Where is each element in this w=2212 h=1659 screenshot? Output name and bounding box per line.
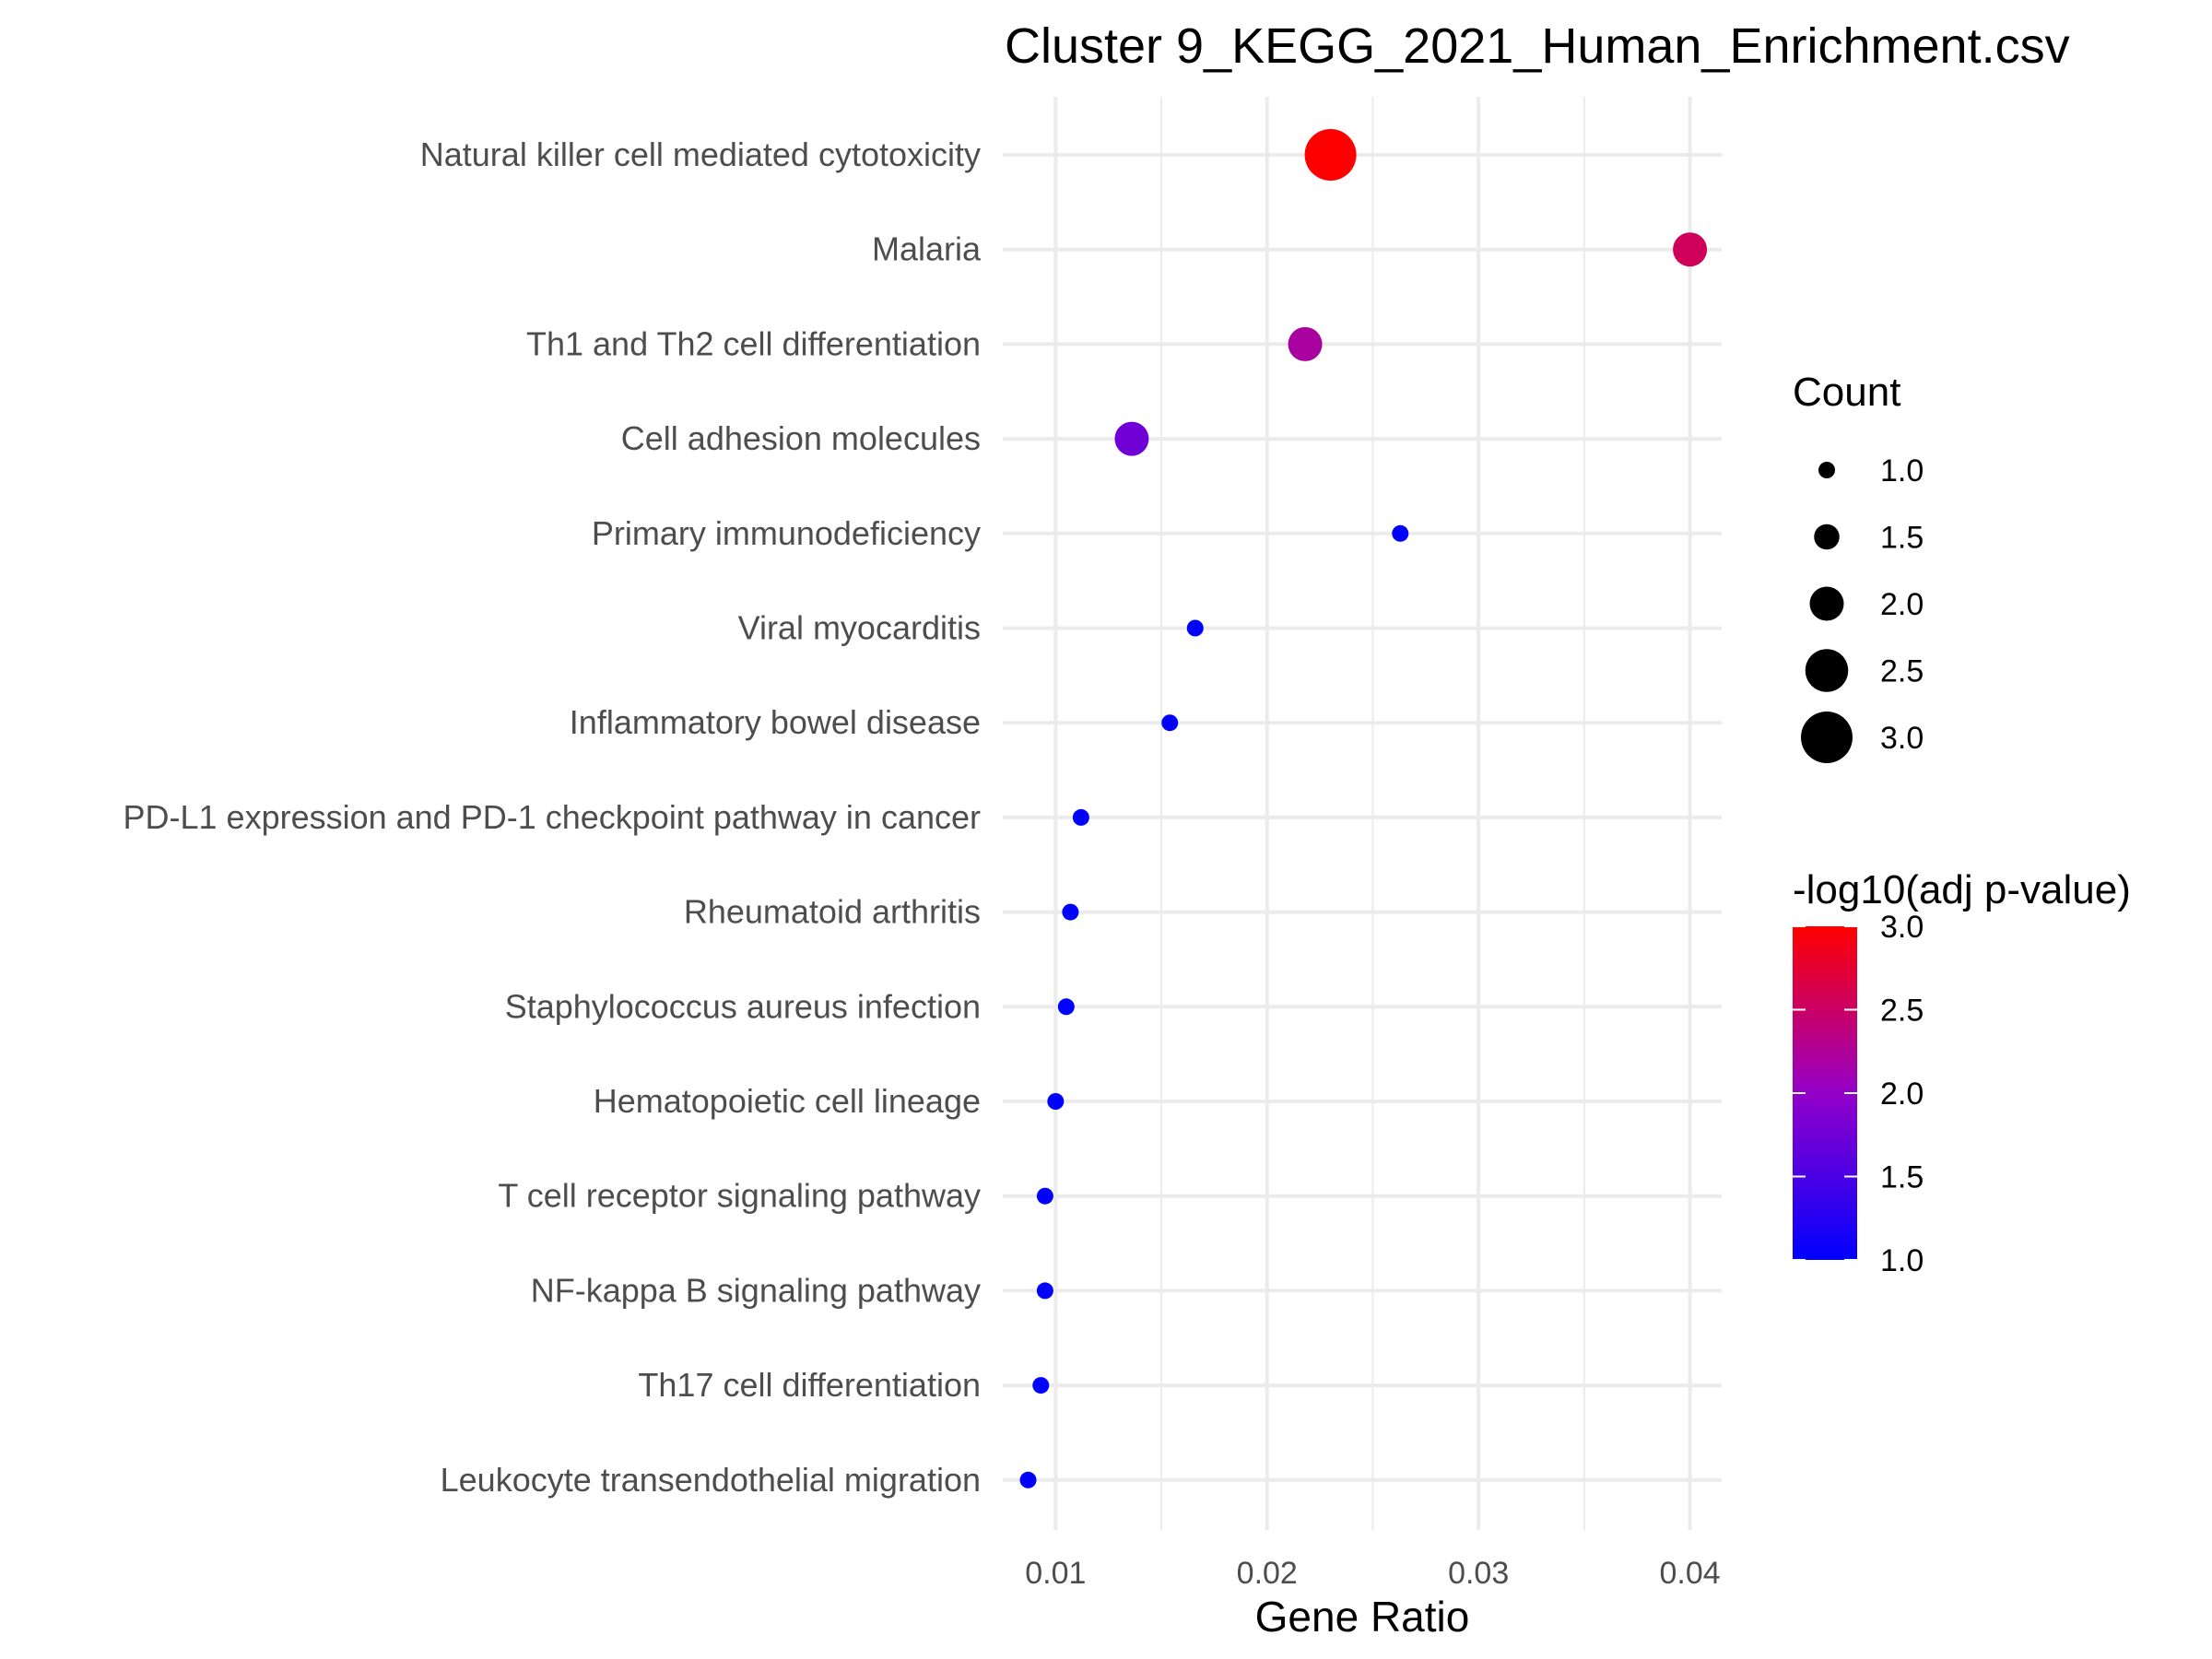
count-legend-key [1801, 712, 1853, 763]
x-tick-label: 0.04 [1659, 1556, 1720, 1591]
count-legend-key [1814, 524, 1840, 550]
y-tick-label: NF-kappa B signaling pathway [531, 1271, 981, 1309]
data-point [1057, 998, 1075, 1016]
data-point [1673, 232, 1708, 267]
data-point [1114, 421, 1149, 456]
y-axis-labels: Natural killer cell mediated cytotoxicit… [124, 135, 982, 1499]
y-tick-label: Viral myocarditis [738, 609, 981, 647]
data-point [1032, 1377, 1050, 1394]
color-legend-title: -log10(adj p-value) [1793, 867, 2131, 912]
count-legend-key [1818, 462, 1835, 478]
data-point [1288, 326, 1323, 361]
count-legend-key [1805, 649, 1849, 692]
x-axis-title: Gene Ratio [1255, 1593, 1470, 1641]
data-point [1392, 524, 1409, 542]
count-legend-key [1809, 586, 1844, 621]
y-tick-label: Natural killer cell mediated cytotoxicit… [420, 135, 981, 173]
data-point [1062, 903, 1079, 921]
data-point [1304, 129, 1357, 181]
y-tick-label: PD-L1 expression and PD-1 checkpoint pat… [124, 798, 982, 836]
y-tick-label: Hematopoietic cell lineage [594, 1082, 981, 1120]
y-tick-label: Primary immunodeficiency [592, 514, 981, 552]
x-axis-tick-labels: 0.01 0.02 0.03 0.04 [1025, 1556, 1720, 1591]
data-point [1036, 1282, 1053, 1300]
count-legend-label: 1.0 [1880, 453, 1924, 488]
y-tick-label: Th17 cell differentiation [638, 1366, 981, 1404]
color-legend-label: 1.5 [1880, 1160, 1924, 1195]
color-legend: -log10(adj p-value) 1.0 1.5 2.0 2.5 3.0 [1793, 867, 2131, 1278]
count-legend-label: 3.0 [1880, 721, 1924, 756]
y-tick-label: Inflammatory bowel disease [570, 703, 981, 741]
data-point [1036, 1187, 1053, 1205]
major-gridlines [1003, 97, 1722, 1530]
x-tick-label: 0.01 [1025, 1556, 1086, 1591]
data-points [1019, 129, 1708, 1488]
x-tick-label: 0.03 [1448, 1556, 1509, 1591]
data-point [1047, 1093, 1065, 1110]
data-point [1019, 1471, 1037, 1488]
data-point [1186, 619, 1204, 637]
color-legend-label: 3.0 [1880, 910, 1924, 945]
y-tick-label: Leukocyte transendothelial migration [441, 1461, 981, 1499]
x-tick-label: 0.02 [1237, 1556, 1298, 1591]
data-point [1161, 714, 1179, 732]
data-point [1072, 808, 1089, 826]
y-tick-label: Rheumatoid arthritis [684, 893, 981, 931]
count-legend-label: 1.5 [1880, 521, 1924, 556]
chart-title: Cluster 9_KEGG_2021_Human_Enrichment.csv [1005, 18, 2070, 74]
y-tick-label: Th1 and Th2 cell differentiation [526, 324, 981, 362]
color-legend-label: 1.0 [1880, 1243, 1924, 1278]
count-legend-label: 2.0 [1880, 587, 1924, 622]
color-legend-label: 2.5 [1880, 994, 1924, 1029]
count-legend-label: 2.5 [1880, 654, 1924, 689]
count-legend: Count 1.0 1.5 2.0 2.5 3.0 [1793, 370, 1924, 763]
color-legend-label: 2.0 [1880, 1077, 1924, 1112]
y-tick-label: T cell receptor signaling pathway [498, 1177, 981, 1215]
y-tick-label: Staphylococcus aureus infection [505, 987, 981, 1025]
y-tick-label: Malaria [872, 230, 982, 268]
count-legend-title: Count [1793, 370, 1900, 415]
y-tick-label: Cell adhesion molecules [621, 419, 981, 457]
minor-gridlines [1160, 97, 1585, 1530]
